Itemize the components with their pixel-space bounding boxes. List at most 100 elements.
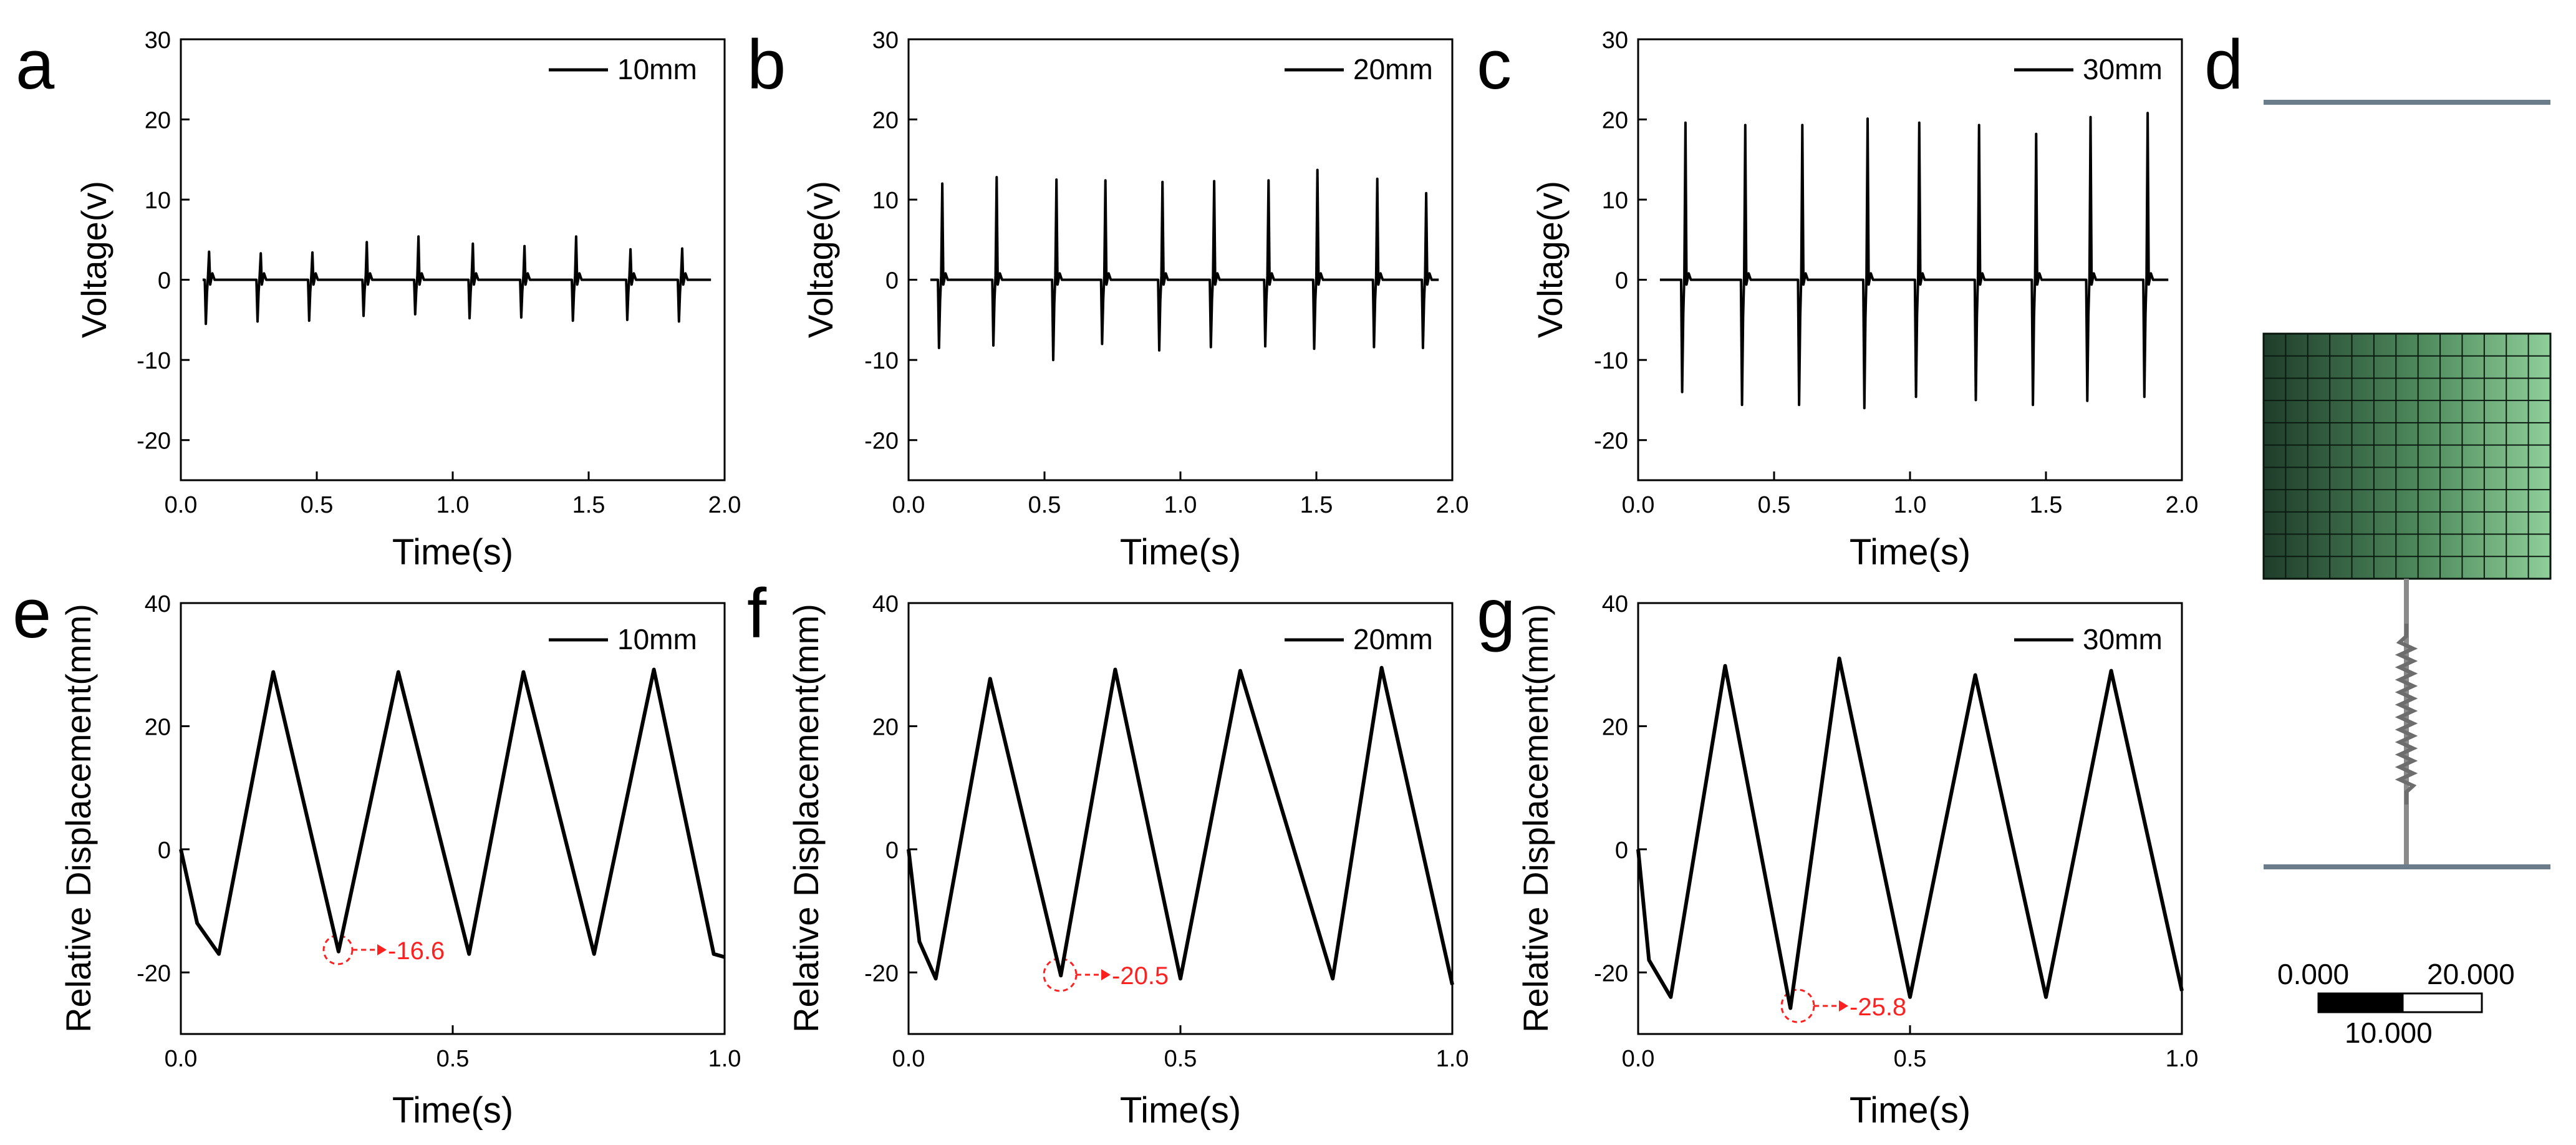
y-tick-label: 0	[1615, 838, 1628, 864]
scale-label-mid: 10.000	[2345, 1017, 2433, 1049]
x-tick-label: 0.5	[301, 492, 334, 518]
y-tick-label: 20	[1602, 108, 1628, 134]
y-tick-label: -20	[137, 428, 171, 455]
y-tick-label: 0	[1615, 268, 1628, 294]
x-tick-label: 0.0	[165, 1046, 198, 1072]
y-tick-label: 40	[872, 591, 899, 617]
x-tick-label: 1.0	[1436, 1046, 1469, 1072]
scale-bar-black	[2317, 992, 2404, 1013]
panel-g	[1637, 602, 2183, 1035]
scale-bar: 0.000 20.000 10.000	[2277, 958, 2515, 1049]
y-tick-label: 40	[1602, 591, 1628, 617]
chart-marks: 0.0 0.5 1.0 1.5 2.0 30 20 10 0 -10 -20	[137, 27, 741, 518]
x-tick-label: 0.0	[892, 492, 925, 518]
legend-label: 20mm	[1353, 53, 1433, 85]
y-tick-label: -20	[864, 960, 899, 987]
chart-marks: 0.0 0.5 1.0 40 20 0 -20	[1594, 591, 2198, 1072]
y-tick-label: -10	[864, 348, 899, 374]
mesh-block	[2262, 332, 2552, 580]
x-tick-label: 1.0	[2166, 1046, 2199, 1072]
scale-bar-white	[2401, 992, 2483, 1013]
series-line	[202, 235, 712, 326]
x-tick-label: 1.0	[1894, 492, 1927, 518]
y-tick-label: 30	[1602, 27, 1628, 54]
y-tick-label: -10	[1594, 348, 1628, 374]
y-axis-label: Relative Displacement(mm)	[1516, 604, 1555, 1033]
y-tick-label: 0	[885, 838, 899, 864]
bottom-plate	[2264, 864, 2550, 869]
legend-label: 10mm	[617, 623, 697, 655]
legend-label: 30mm	[2083, 53, 2163, 85]
panel-d-model	[2262, 100, 2552, 869]
y-tick-label: 20	[145, 714, 171, 740]
x-axis-label: Time(s)	[392, 1090, 513, 1131]
x-tick-label: 1.0	[1164, 492, 1197, 518]
x-tick-label: 0.0	[165, 492, 198, 518]
x-tick-label: 0.5	[1894, 1046, 1927, 1072]
panel-c	[1637, 38, 2183, 481]
y-tick-label: -20	[137, 960, 171, 987]
y-tick-label: -20	[1594, 960, 1628, 987]
chart-marks: 0.0 0.5 1.0 40 20 0 -20	[864, 591, 1469, 1072]
scale-label-left: 0.000	[2277, 958, 2349, 990]
annotation-label: -25.8	[1850, 993, 1906, 1021]
y-axis-label: Voltage(v)	[801, 181, 840, 338]
y-axis-label: Voltage(v)	[1530, 181, 1570, 338]
plot-frame	[1637, 38, 2183, 481]
x-axis-label: Time(s)	[1120, 532, 1241, 572]
plot-frame	[907, 38, 1454, 481]
panel-letter: b	[747, 26, 786, 104]
panel-letter: f	[747, 574, 767, 652]
x-tick-label: 2.0	[708, 492, 741, 518]
panel-e	[180, 602, 726, 1035]
y-axis-label: Voltage(v)	[74, 181, 113, 338]
chart-marks: 0.0 0.5 1.0 1.5 2.0 30 20 10 0 -10 -20	[1594, 27, 2198, 518]
panel-letter: d	[2204, 26, 2243, 104]
y-tick-label: 20	[872, 714, 899, 740]
annotation-g: -25.8	[1780, 988, 1906, 1023]
y-tick-label: 0	[885, 268, 899, 294]
x-tick-label: 1.5	[572, 492, 605, 518]
x-tick-label: 0.0	[892, 1046, 925, 1072]
y-tick-label: 20	[1602, 714, 1628, 740]
x-axis-label: Time(s)	[392, 532, 513, 572]
x-tick-label: 0.0	[1622, 1046, 1655, 1072]
x-axis-label: Time(s)	[1120, 1090, 1241, 1131]
series-line	[930, 168, 1439, 362]
series-line	[1636, 656, 2184, 1010]
panel-a	[180, 38, 726, 481]
y-tick-label: 10	[872, 188, 899, 214]
y-tick-label: 20	[872, 108, 899, 134]
y-tick-label: 10	[145, 188, 171, 214]
panel-letter: e	[12, 574, 51, 652]
y-tick-label: -20	[864, 428, 899, 455]
y-tick-label: 10	[1602, 188, 1628, 214]
spring-coil	[2395, 624, 2418, 804]
x-axis-label: Time(s)	[1850, 1090, 1971, 1131]
series-line	[179, 667, 725, 959]
legend-label: 20mm	[1353, 623, 1433, 655]
chart-marks: 0.0 0.5 1.0 40 20 0 -20	[137, 591, 741, 1072]
x-tick-label: 0.5	[1028, 492, 1061, 518]
scale-label-right: 20.000	[2427, 958, 2515, 990]
annotation-arrowhead	[377, 944, 387, 955]
x-tick-label: 2.0	[1436, 492, 1469, 518]
x-tick-label: 1.0	[708, 1046, 741, 1072]
annotation-f: -20.5	[1043, 957, 1169, 992]
plot-frame	[1637, 602, 2183, 1035]
plot-frame	[180, 38, 726, 481]
x-tick-label: 1.0	[437, 492, 470, 518]
annotation-e: -16.6	[322, 934, 445, 965]
panel-letter: c	[1477, 26, 1512, 104]
y-axis-label: Relative Displacement(mm)	[59, 604, 98, 1033]
legend-label: 30mm	[2083, 623, 2163, 655]
annotation-arrowhead	[1101, 969, 1111, 980]
x-axis-label: Time(s)	[1850, 532, 1971, 572]
x-tick-label: 0.5	[1164, 1046, 1197, 1072]
y-tick-label: 20	[145, 108, 171, 134]
x-tick-label: 0.5	[437, 1046, 470, 1072]
y-tick-label: 40	[145, 591, 171, 617]
top-plate	[2264, 100, 2550, 105]
y-tick-label: 0	[158, 268, 171, 294]
